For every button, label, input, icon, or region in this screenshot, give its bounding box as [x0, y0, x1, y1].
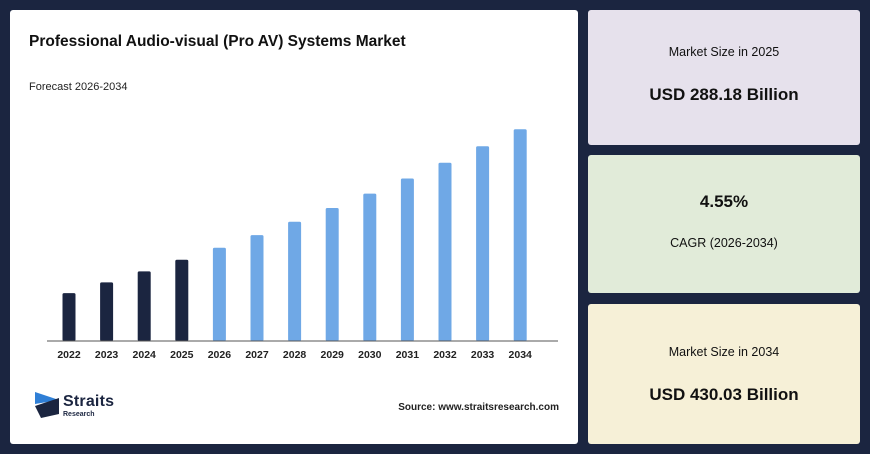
x-tick-label: 2031: [396, 349, 420, 361]
bar-2034: [513, 129, 527, 341]
bar-2030: [363, 193, 377, 341]
card-market-2025: Market Size in 2025 USD 288.18 Billion: [588, 10, 860, 145]
x-tick-label: 2025: [170, 349, 194, 361]
x-tick-label: 2028: [283, 349, 307, 361]
x-tick-label: 2024: [133, 349, 157, 361]
logo-sub: Research: [63, 411, 95, 418]
chart-title: Professional Audio-visual (Pro AV) Syste…: [29, 33, 406, 50]
x-tick-label: 2029: [321, 349, 345, 361]
straits-logo: Straits Research: [35, 390, 135, 422]
x-tick-label: 2023: [95, 349, 119, 361]
market-2025-value: USD 288.18 Billion: [649, 85, 799, 104]
card-cagr: 4.55% CAGR (2026-2034): [588, 155, 860, 293]
chart-subtitle: Forecast 2026-2034: [29, 81, 128, 93]
market-2034-value: USD 430.03 Billion: [649, 385, 799, 404]
bar-2027: [250, 235, 264, 341]
x-tick-label: 2033: [471, 349, 495, 361]
bar-2025: [175, 259, 189, 341]
x-tick-label: 2032: [433, 349, 457, 361]
x-tick-label: 2026: [208, 349, 232, 361]
bar-2031: [400, 178, 414, 341]
bar-chart: 2022 2023 2024 2025 2026 2027 2028 2029 2030 2031…: [47, 129, 558, 361]
x-tick-label: 2027: [245, 349, 269, 361]
bar-2033: [476, 146, 490, 341]
bar-2022: [62, 293, 76, 341]
source-text: Source: www.straitsresearch.com: [398, 402, 559, 413]
x-tick-label: 2030: [358, 349, 382, 361]
bar-2024: [137, 271, 151, 341]
bar-2032: [438, 162, 452, 341]
card-market-2034: Market Size in 2034 USD 430.03 Billion: [588, 304, 860, 444]
chart-panel: Professional Audio-visual (Pro AV) Syste…: [10, 10, 578, 444]
cagr-label: CAGR (2026-2034): [670, 236, 778, 250]
market-2034-label: Market Size in 2034: [668, 345, 780, 359]
bar-2029: [325, 208, 339, 341]
x-tick-label: 2022: [57, 349, 81, 361]
bar-2026: [212, 247, 226, 341]
bar-2028: [288, 221, 302, 341]
cagr-value: 4.55%: [699, 192, 749, 211]
bar-2023: [100, 282, 114, 341]
logo-mark-icon: [35, 392, 59, 418]
x-tick-label: 2034: [509, 349, 533, 361]
market-2025-label: Market Size in 2025: [668, 45, 780, 59]
logo-name: Straits: [63, 393, 115, 410]
